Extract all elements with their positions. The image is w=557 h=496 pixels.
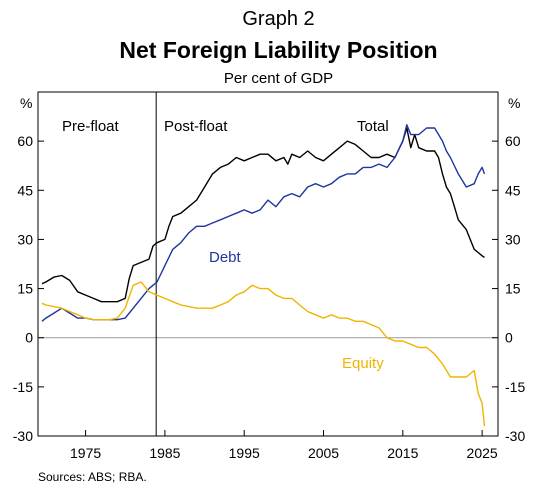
y-unit-left: % [20, 95, 32, 111]
y-tick-label-left: -30 [13, 428, 33, 444]
y-tick-label-left: -15 [13, 379, 33, 395]
source-note: Sources: ABS; RBA. [38, 470, 147, 484]
x-tick-label: 1985 [149, 445, 180, 461]
x-tick-label: 1975 [70, 445, 101, 461]
graph-label: Graph 2 [242, 8, 315, 30]
x-tick-label: 2005 [308, 445, 339, 461]
y-tick-label-left: 15 [17, 281, 33, 297]
y-tick-label-right: 15 [505, 281, 521, 297]
x-tick-label: 1995 [229, 445, 260, 461]
y-tick-label-right: 45 [505, 182, 521, 198]
y-tick-label-left: 45 [17, 182, 33, 198]
post-float-label: Post-float [164, 118, 228, 135]
series-group [41, 124, 486, 427]
y-tick-label-right: 0 [505, 330, 513, 346]
y-tick-label-right: -30 [505, 428, 525, 444]
chart-subtitle: Per cent of GDP [223, 70, 334, 87]
plot-frame [37, 91, 499, 437]
chart-title: Net Foreign Liability Position [119, 37, 438, 63]
total-series-label: Total [357, 118, 389, 135]
series-line-debt [41, 124, 486, 322]
y-tick-label-right: -15 [505, 379, 525, 395]
y-tick-label-left: 0 [25, 330, 33, 346]
y-unit-right: % [508, 95, 520, 111]
y-tick-label-left: 60 [17, 133, 33, 149]
axis-ticks-group: -30 -30 -15 -15 0 0 15 15 30 30 45 45 60 60 1975 1985 19… [13, 133, 526, 461]
equity-series-label: Equity [342, 355, 384, 372]
pre-float-label: Pre-float [62, 118, 120, 135]
x-tick-label: 2015 [387, 445, 418, 461]
y-tick-label-right: 30 [505, 231, 521, 247]
debt-series-label: Debt [209, 249, 242, 266]
y-tick-label-left: 30 [17, 231, 33, 247]
y-tick-label-right: 60 [505, 133, 521, 149]
series-line-equity [41, 281, 486, 427]
x-tick-label: 2025 [467, 445, 498, 461]
series-line-total [41, 127, 485, 303]
